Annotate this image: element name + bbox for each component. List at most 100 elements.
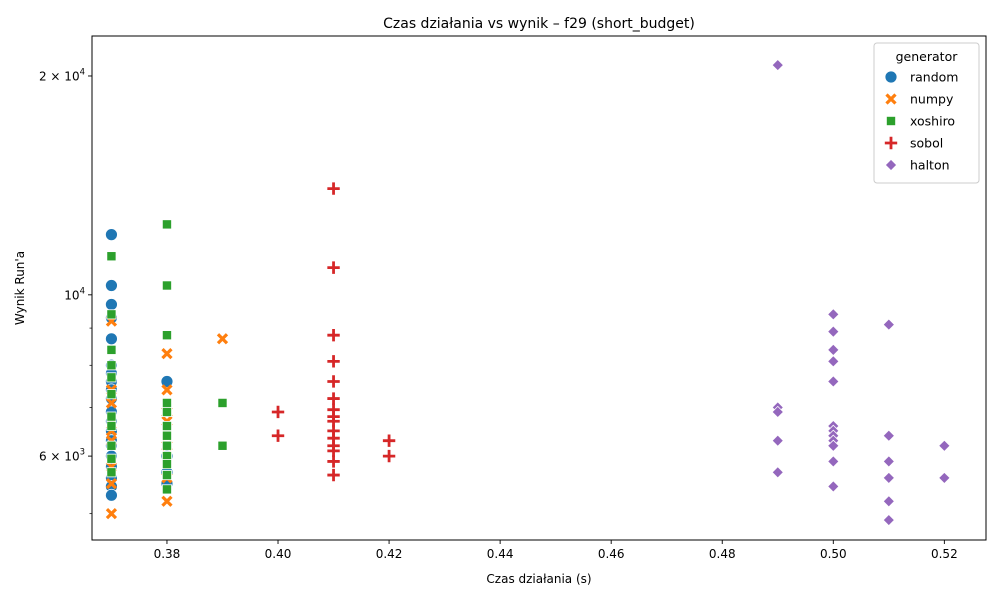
x-ticks: 0.38 0.40 0.42 0.44 0.46 0.48 0.50 0.52 [154, 540, 958, 561]
data-point-random [105, 332, 118, 346]
data-point-sobol [327, 392, 340, 405]
data-point-halton [827, 439, 840, 452]
series-xoshiro [106, 219, 228, 495]
x-tick-label: 0.40 [265, 547, 292, 561]
x-tick-label: 0.44 [487, 547, 514, 561]
y-ticks: 6 × 103 104 2 × 104 [39, 67, 92, 515]
data-point-xoshiro [106, 421, 117, 432]
data-point-numpy [161, 495, 173, 507]
data-point-halton [827, 343, 840, 357]
data-point-numpy [161, 384, 173, 396]
legend-label-random: random [910, 70, 958, 85]
data-point-sobol [327, 444, 340, 458]
data-point-xoshiro [106, 389, 117, 400]
legend-marker-numpy [885, 93, 897, 105]
data-point-sobol [327, 182, 340, 195]
data-point-xoshiro [106, 440, 117, 451]
data-point-numpy [105, 477, 118, 490]
data-point-halton [827, 480, 840, 493]
data-point-halton [771, 58, 784, 72]
data-point-xoshiro [161, 280, 172, 291]
data-point-numpy [105, 508, 118, 520]
data-point-random [105, 488, 118, 502]
data-point-numpy [105, 397, 118, 409]
data-point-halton [827, 355, 840, 368]
y-axis-label: Wynik Run'a [13, 251, 27, 325]
legend-label-numpy: numpy [910, 92, 954, 107]
plot-frame [91, 35, 987, 541]
data-point-halton [882, 455, 895, 468]
data-point-random [105, 279, 118, 292]
data-point-sobol [327, 375, 340, 388]
legend-marker-xoshiro [886, 116, 897, 127]
data-point-xoshiro [106, 344, 117, 355]
data-point-halton [827, 455, 840, 468]
data-point-xoshiro [161, 219, 172, 230]
data-point-xoshiro [161, 484, 172, 495]
data-point-sobol [382, 449, 396, 463]
data-point-xoshiro [106, 467, 117, 478]
x-tick-label: 0.52 [931, 547, 958, 561]
y-tick-label: 104 [64, 286, 85, 302]
data-point-xoshiro [106, 453, 117, 464]
data-point-sobol [327, 261, 340, 274]
data-point-xoshiro [161, 430, 172, 441]
data-point-xoshiro [161, 406, 172, 417]
data-point-sobol [327, 328, 340, 342]
x-tick-label: 0.46 [598, 547, 625, 561]
data-point-sobol [382, 434, 396, 447]
y-tick-label: 6 × 103 [39, 448, 85, 464]
data-point-halton [827, 325, 840, 338]
data-point-sobol [271, 405, 285, 419]
data-point-numpy [161, 348, 173, 360]
x-axis-label: Czas działania (s) [486, 572, 591, 586]
points-layer [105, 58, 951, 527]
data-point-random [105, 228, 118, 242]
x-tick-label: 0.48 [709, 547, 736, 561]
data-point-xoshiro [161, 421, 172, 432]
data-point-halton [882, 318, 895, 331]
data-point-halton [882, 495, 895, 508]
legend-label-sobol: sobol [910, 136, 943, 151]
data-point-numpy [216, 333, 229, 345]
data-point-xoshiro [106, 372, 117, 383]
data-point-xoshiro [161, 330, 172, 341]
legend-label-xoshiro: xoshiro [910, 114, 955, 129]
data-point-xoshiro [106, 411, 117, 422]
data-point-xoshiro [106, 309, 117, 320]
x-tick-label: 0.50 [820, 547, 847, 561]
legend-marker-halton [884, 158, 898, 172]
data-point-xoshiro [161, 397, 172, 408]
data-point-xoshiro [217, 440, 228, 451]
legend: generator random numpy xoshiro sobol halton [873, 42, 980, 184]
data-point-random [105, 298, 118, 311]
data-point-xoshiro [217, 397, 228, 408]
legend-title: generator [896, 49, 959, 64]
data-point-halton [882, 429, 895, 442]
data-point-halton [882, 513, 895, 527]
x-tick-label: 0.38 [154, 547, 181, 561]
data-point-halton [771, 434, 784, 447]
data-point-sobol [271, 429, 285, 442]
data-point-halton [938, 471, 951, 485]
data-point-sobol [327, 455, 340, 468]
series-sobol [271, 182, 396, 482]
data-point-xoshiro [106, 360, 117, 371]
data-point-halton [771, 405, 784, 419]
data-point-halton [882, 471, 895, 485]
data-point-xoshiro [161, 459, 172, 470]
series-halton [771, 58, 951, 527]
data-point-random [160, 375, 174, 388]
y-tick-label: 2 × 104 [39, 67, 85, 83]
data-point-xoshiro [161, 440, 172, 451]
axes-layer [91, 35, 987, 541]
data-point-sobol [327, 468, 340, 482]
legend-label-halton: halton [910, 158, 950, 173]
data-point-halton [771, 466, 784, 479]
data-point-sobol [327, 355, 340, 368]
data-point-halton [827, 308, 840, 321]
data-point-xoshiro [106, 251, 117, 262]
x-tick-label: 0.42 [376, 547, 403, 561]
data-point-halton [938, 439, 951, 452]
